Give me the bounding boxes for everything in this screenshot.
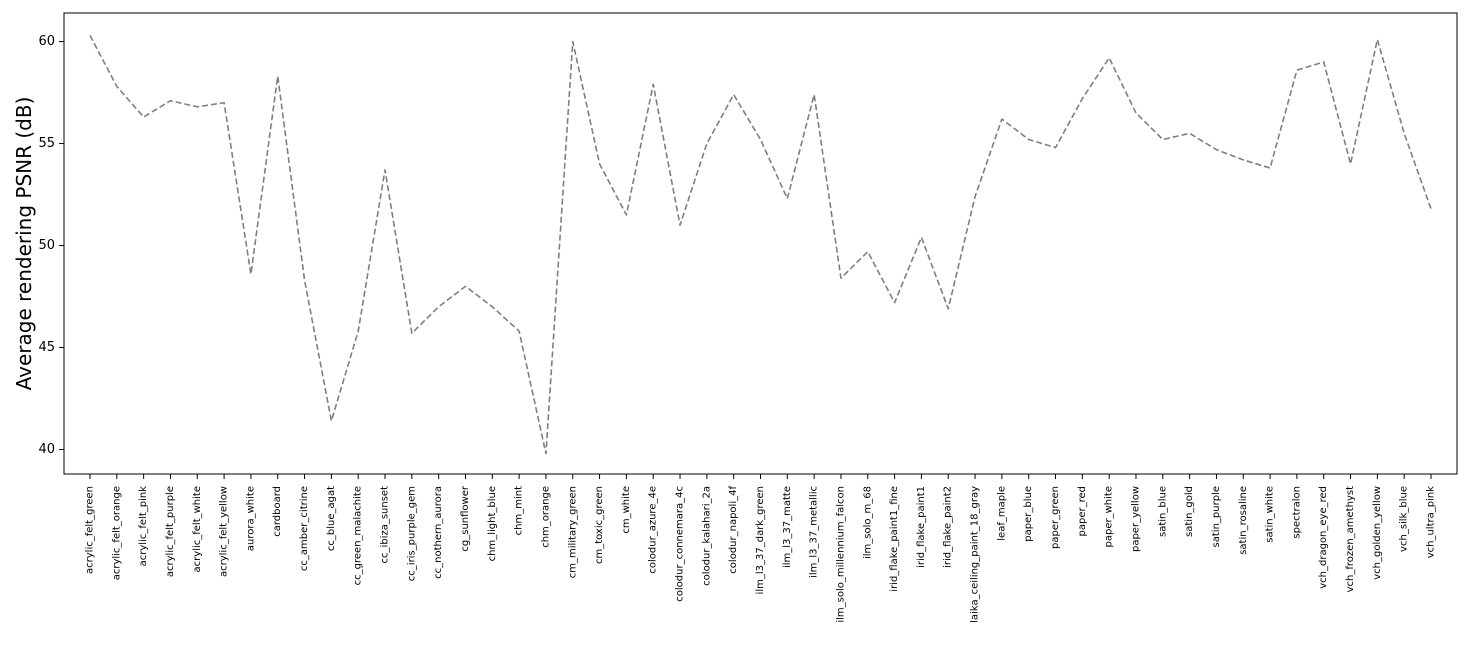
x-tick-label: colodur_azure_4e — [648, 486, 659, 574]
y-tick-label: 50 — [38, 238, 55, 253]
x-tick-label: cc_nothern_aurora — [433, 486, 444, 579]
x-tick-label: paper_blue — [1023, 486, 1034, 542]
data-point — [1403, 132, 1405, 134]
series-line — [89, 35, 1432, 455]
x-tick-label: cardboard — [272, 486, 283, 537]
y-axis-label: Average rendering PSNR (dB) — [12, 97, 36, 391]
x-tick-label: cm_military_green — [567, 486, 578, 578]
x-tick-label: ilm_l3_37_metallic — [809, 486, 820, 578]
x-tick-label: vch_silk_blue — [1399, 486, 1410, 552]
data-point — [1108, 57, 1110, 59]
x-tick-label: acrylic_felt_pink — [138, 486, 149, 567]
x-tick-label: acrylic_felt_purple — [165, 486, 176, 577]
x-tick-label: leaf_maple — [996, 486, 1007, 541]
x-tick-label: acrylic_felt_yellow — [219, 486, 230, 577]
x-tick-label: cc_amber_citrine — [299, 486, 310, 571]
data-point — [304, 279, 306, 281]
x-tick-label: vch_dragon_eye_red — [1318, 486, 1329, 589]
data-point — [1162, 138, 1164, 140]
x-tick-label: irid_flake_paint1 — [916, 486, 927, 568]
x-tick-label: cm_white — [621, 486, 632, 534]
x-tick-label: satin_gold — [1184, 486, 1195, 537]
x-tick-label: cm_toxic_green — [594, 486, 605, 564]
x-tick-label: spectralon — [1291, 486, 1302, 539]
x-tick-label: colodur_napoli_4f — [728, 486, 739, 574]
x-tick-label: chm_light_blue — [487, 486, 498, 561]
x-tick-label: satin_blue — [1157, 486, 1168, 537]
data-point — [438, 306, 440, 308]
x-tick-label: paper_red — [1077, 486, 1088, 536]
x-tick-label: cc_blue_agat — [326, 486, 337, 551]
y-axis: 40 45 50 55 60 — [38, 34, 64, 457]
x-tick-label: colodur_connemara_4c — [675, 486, 686, 602]
x-tick-label: paper_green — [1050, 486, 1061, 549]
x-tick-label: acrylic_felt_green — [85, 486, 96, 574]
x-tick-label: laika_ceiling_paint_18_gray — [970, 486, 981, 623]
x-tick-label: irid_flake_paint2 — [943, 486, 954, 568]
y-tick-label: 45 — [38, 340, 55, 355]
x-tick-label: paper_yellow — [1130, 486, 1141, 552]
x-tick-label: satin_purple — [1211, 486, 1222, 547]
series-group — [89, 35, 1432, 455]
x-tick-label: ilm_l3_37_matte — [782, 486, 793, 568]
x-tick-label: ilm_solo_millennium_falcon — [835, 486, 846, 623]
x-tick-label: acrylic_felt_orange — [111, 486, 122, 580]
x-tick-label: cc_iris_purple_gem — [406, 486, 417, 581]
x-axis: acrylic_felt_green acrylic_felt_orange acr… — [85, 474, 1437, 623]
x-tick-label: chm_mint — [514, 486, 525, 535]
data-point — [1350, 163, 1352, 165]
x-tick-label: colodur_kalahari_2a — [701, 486, 712, 586]
x-tick-label: vch_golden_yellow — [1372, 486, 1383, 580]
x-tick-label: ilm_l3_37_dark_green — [755, 486, 766, 594]
x-tick-label: cc_ibiza_sunset — [380, 486, 391, 564]
y-tick-label: 40 — [38, 442, 55, 457]
y-tick-label: 55 — [38, 136, 55, 151]
x-tick-label: ilm_solo_m_68 — [862, 486, 873, 559]
x-tick-label: irid_flake_paint1_fine — [889, 486, 900, 592]
y-tick-label: 60 — [38, 34, 55, 49]
plot-area-frame — [63, 12, 1458, 475]
x-tick-label: paper_white — [1104, 486, 1115, 547]
x-tick-label: satin_rosaline — [1238, 486, 1249, 555]
x-tick-label: chm_orange — [540, 486, 551, 548]
x-tick-label: vch_frozen_amethyst — [1345, 486, 1356, 592]
x-tick-label: acrylic_felt_white — [192, 486, 203, 572]
x-tick-label: cc_green_malachite — [353, 486, 364, 585]
x-tick-label: aurora_white — [245, 486, 256, 551]
x-tick-label: cg_sunflower — [460, 485, 471, 551]
x-tick-label: satin_white — [1265, 486, 1276, 543]
x-tick-label: vch_ultra_pink — [1426, 486, 1437, 558]
